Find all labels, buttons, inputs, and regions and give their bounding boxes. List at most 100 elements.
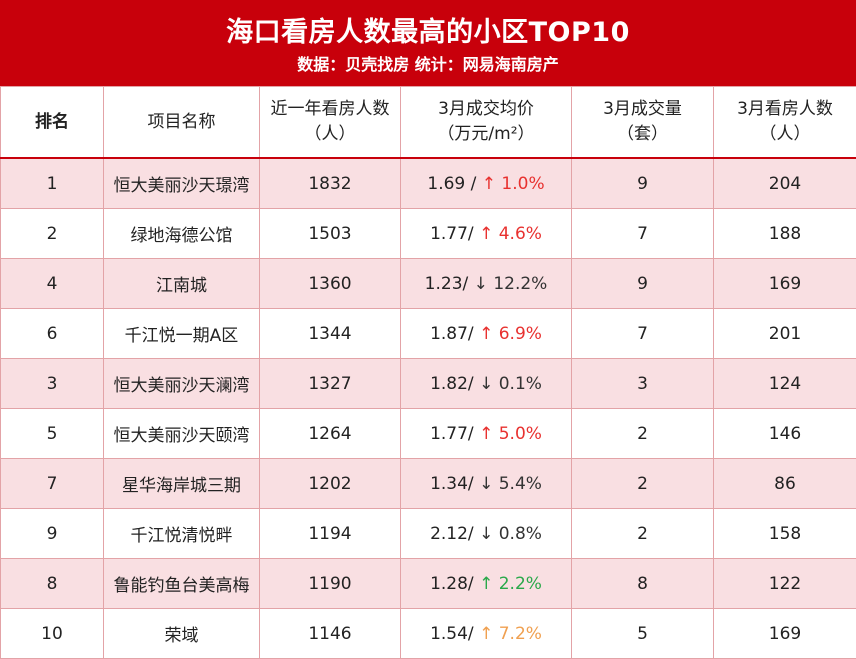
rank-cell: 10 — [1, 609, 104, 659]
price-change: ↑ 4.6% — [479, 224, 542, 244]
project-name-cell: 千江悦一期A区 — [104, 309, 260, 359]
price-change: ↓ 0.8% — [479, 524, 542, 544]
price-value: 1.87/ — [430, 324, 474, 344]
rank-cell: 9 — [1, 509, 104, 559]
price-value: 1.82/ — [430, 374, 474, 394]
views-year-cell: 1194 — [260, 509, 401, 559]
price-cell: 1.77/ ↑ 5.0% — [401, 409, 572, 459]
views-year-cell: 1190 — [260, 559, 401, 609]
price-cell: 1.34/ ↓ 5.4% — [401, 459, 572, 509]
price-change: ↓ 0.1% — [479, 374, 542, 394]
price-value: 1.69 / — [427, 174, 476, 194]
views-year-cell: 1264 — [260, 409, 401, 459]
project-name-cell: 荣域 — [104, 609, 260, 659]
volume-cell: 2 — [572, 509, 714, 559]
price-change: ↑ 7.2% — [479, 624, 542, 644]
price-value: 1.34/ — [430, 474, 474, 494]
volume-cell: 9 — [572, 158, 714, 209]
views-year-cell: 1202 — [260, 459, 401, 509]
project-name-cell: 千江悦清悦畔 — [104, 509, 260, 559]
price-change: ↓ 5.4% — [479, 474, 542, 494]
price-value: 1.77/ — [430, 224, 474, 244]
change-percent: 0.8% — [499, 524, 542, 544]
project-name-cell: 绿地海德公馆 — [104, 209, 260, 259]
project-name-cell: 鲁能钓鱼台美高梅 — [104, 559, 260, 609]
project-name-cell: 江南城 — [104, 259, 260, 309]
price-cell: 1.87/ ↑ 6.9% — [401, 309, 572, 359]
price-change: ↑ 2.2% — [479, 574, 542, 594]
column-header-views-march: 3月看房人数（人） — [714, 87, 856, 159]
column-header-name: 项目名称 — [104, 87, 260, 159]
column-header-rank: 排名 — [1, 87, 104, 159]
views-march-cell: 204 — [714, 158, 856, 209]
arrow-down-icon: ↓ — [479, 474, 493, 494]
price-change: ↑ 5.0% — [479, 424, 542, 444]
volume-cell: 2 — [572, 459, 714, 509]
price-change: ↑ 1.0% — [482, 174, 545, 194]
column-header-volume: 3月成交量（套） — [572, 87, 714, 159]
change-percent: 7.2% — [499, 624, 542, 644]
price-value: 1.23/ — [425, 274, 469, 294]
arrow-up-icon: ↑ — [479, 574, 493, 594]
arrow-up-icon: ↑ — [479, 624, 493, 644]
views-march-cell: 169 — [714, 259, 856, 309]
price-cell: 1.77/ ↑ 4.6% — [401, 209, 572, 259]
header-banner: 海口看房人数最高的小区TOP10 数据：贝壳找房 统计：网易海南房产 — [0, 0, 856, 86]
volume-cell: 3 — [572, 359, 714, 409]
change-percent: 6.9% — [499, 324, 542, 344]
rank-cell: 4 — [1, 259, 104, 309]
arrow-down-icon: ↓ — [479, 374, 493, 394]
column-header-views-year: 近一年看房人数（人） — [260, 87, 401, 159]
project-name-cell: 恒大美丽沙天澜湾 — [104, 359, 260, 409]
rank-cell: 5 — [1, 409, 104, 459]
price-cell: 1.23/ ↓ 12.2% — [401, 259, 572, 309]
price-cell: 1.82/ ↓ 0.1% — [401, 359, 572, 409]
price-value: 1.77/ — [430, 424, 474, 444]
change-percent: 4.6% — [499, 224, 542, 244]
views-year-cell: 1360 — [260, 259, 401, 309]
arrow-up-icon: ↑ — [479, 324, 493, 344]
price-value: 1.54/ — [430, 624, 474, 644]
views-march-cell: 188 — [714, 209, 856, 259]
change-percent: 2.2% — [499, 574, 542, 594]
volume-cell: 2 — [572, 409, 714, 459]
views-year-cell: 1503 — [260, 209, 401, 259]
views-year-cell: 1327 — [260, 359, 401, 409]
volume-cell: 7 — [572, 309, 714, 359]
views-march-cell: 169 — [714, 609, 856, 659]
project-name-cell: 恒大美丽沙天颐湾 — [104, 409, 260, 459]
change-percent: 5.4% — [499, 474, 542, 494]
change-percent: 12.2% — [493, 274, 547, 294]
rank-cell: 8 — [1, 559, 104, 609]
views-march-cell: 201 — [714, 309, 856, 359]
views-year-cell: 1344 — [260, 309, 401, 359]
volume-cell: 9 — [572, 259, 714, 309]
arrow-up-icon: ↑ — [479, 224, 493, 244]
arrow-up-icon: ↑ — [479, 424, 493, 444]
price-change: ↑ 6.9% — [479, 324, 542, 344]
page-title: 海口看房人数最高的小区TOP10 — [0, 10, 856, 49]
change-percent: 1.0% — [501, 174, 544, 194]
volume-cell: 8 — [572, 559, 714, 609]
views-march-cell: 146 — [714, 409, 856, 459]
price-cell: 1.54/ ↑ 7.2% — [401, 609, 572, 659]
arrow-up-icon: ↑ — [482, 174, 496, 194]
change-percent: 0.1% — [499, 374, 542, 394]
views-march-cell: 86 — [714, 459, 856, 509]
volume-cell: 7 — [572, 209, 714, 259]
table-header-row: 排名 项目名称 近一年看房人数（人） 3月成交均价（万元/m²） 3月成交量（套… — [1, 87, 856, 159]
ranking-table: 排名 项目名称 近一年看房人数（人） 3月成交均价（万元/m²） 3月成交量（套… — [0, 86, 856, 659]
arrow-down-icon: ↓ — [479, 524, 493, 544]
page-subtitle: 数据：贝壳找房 统计：网易海南房产 — [0, 51, 856, 75]
rank-cell: 7 — [1, 459, 104, 509]
price-value: 1.28/ — [430, 574, 474, 594]
